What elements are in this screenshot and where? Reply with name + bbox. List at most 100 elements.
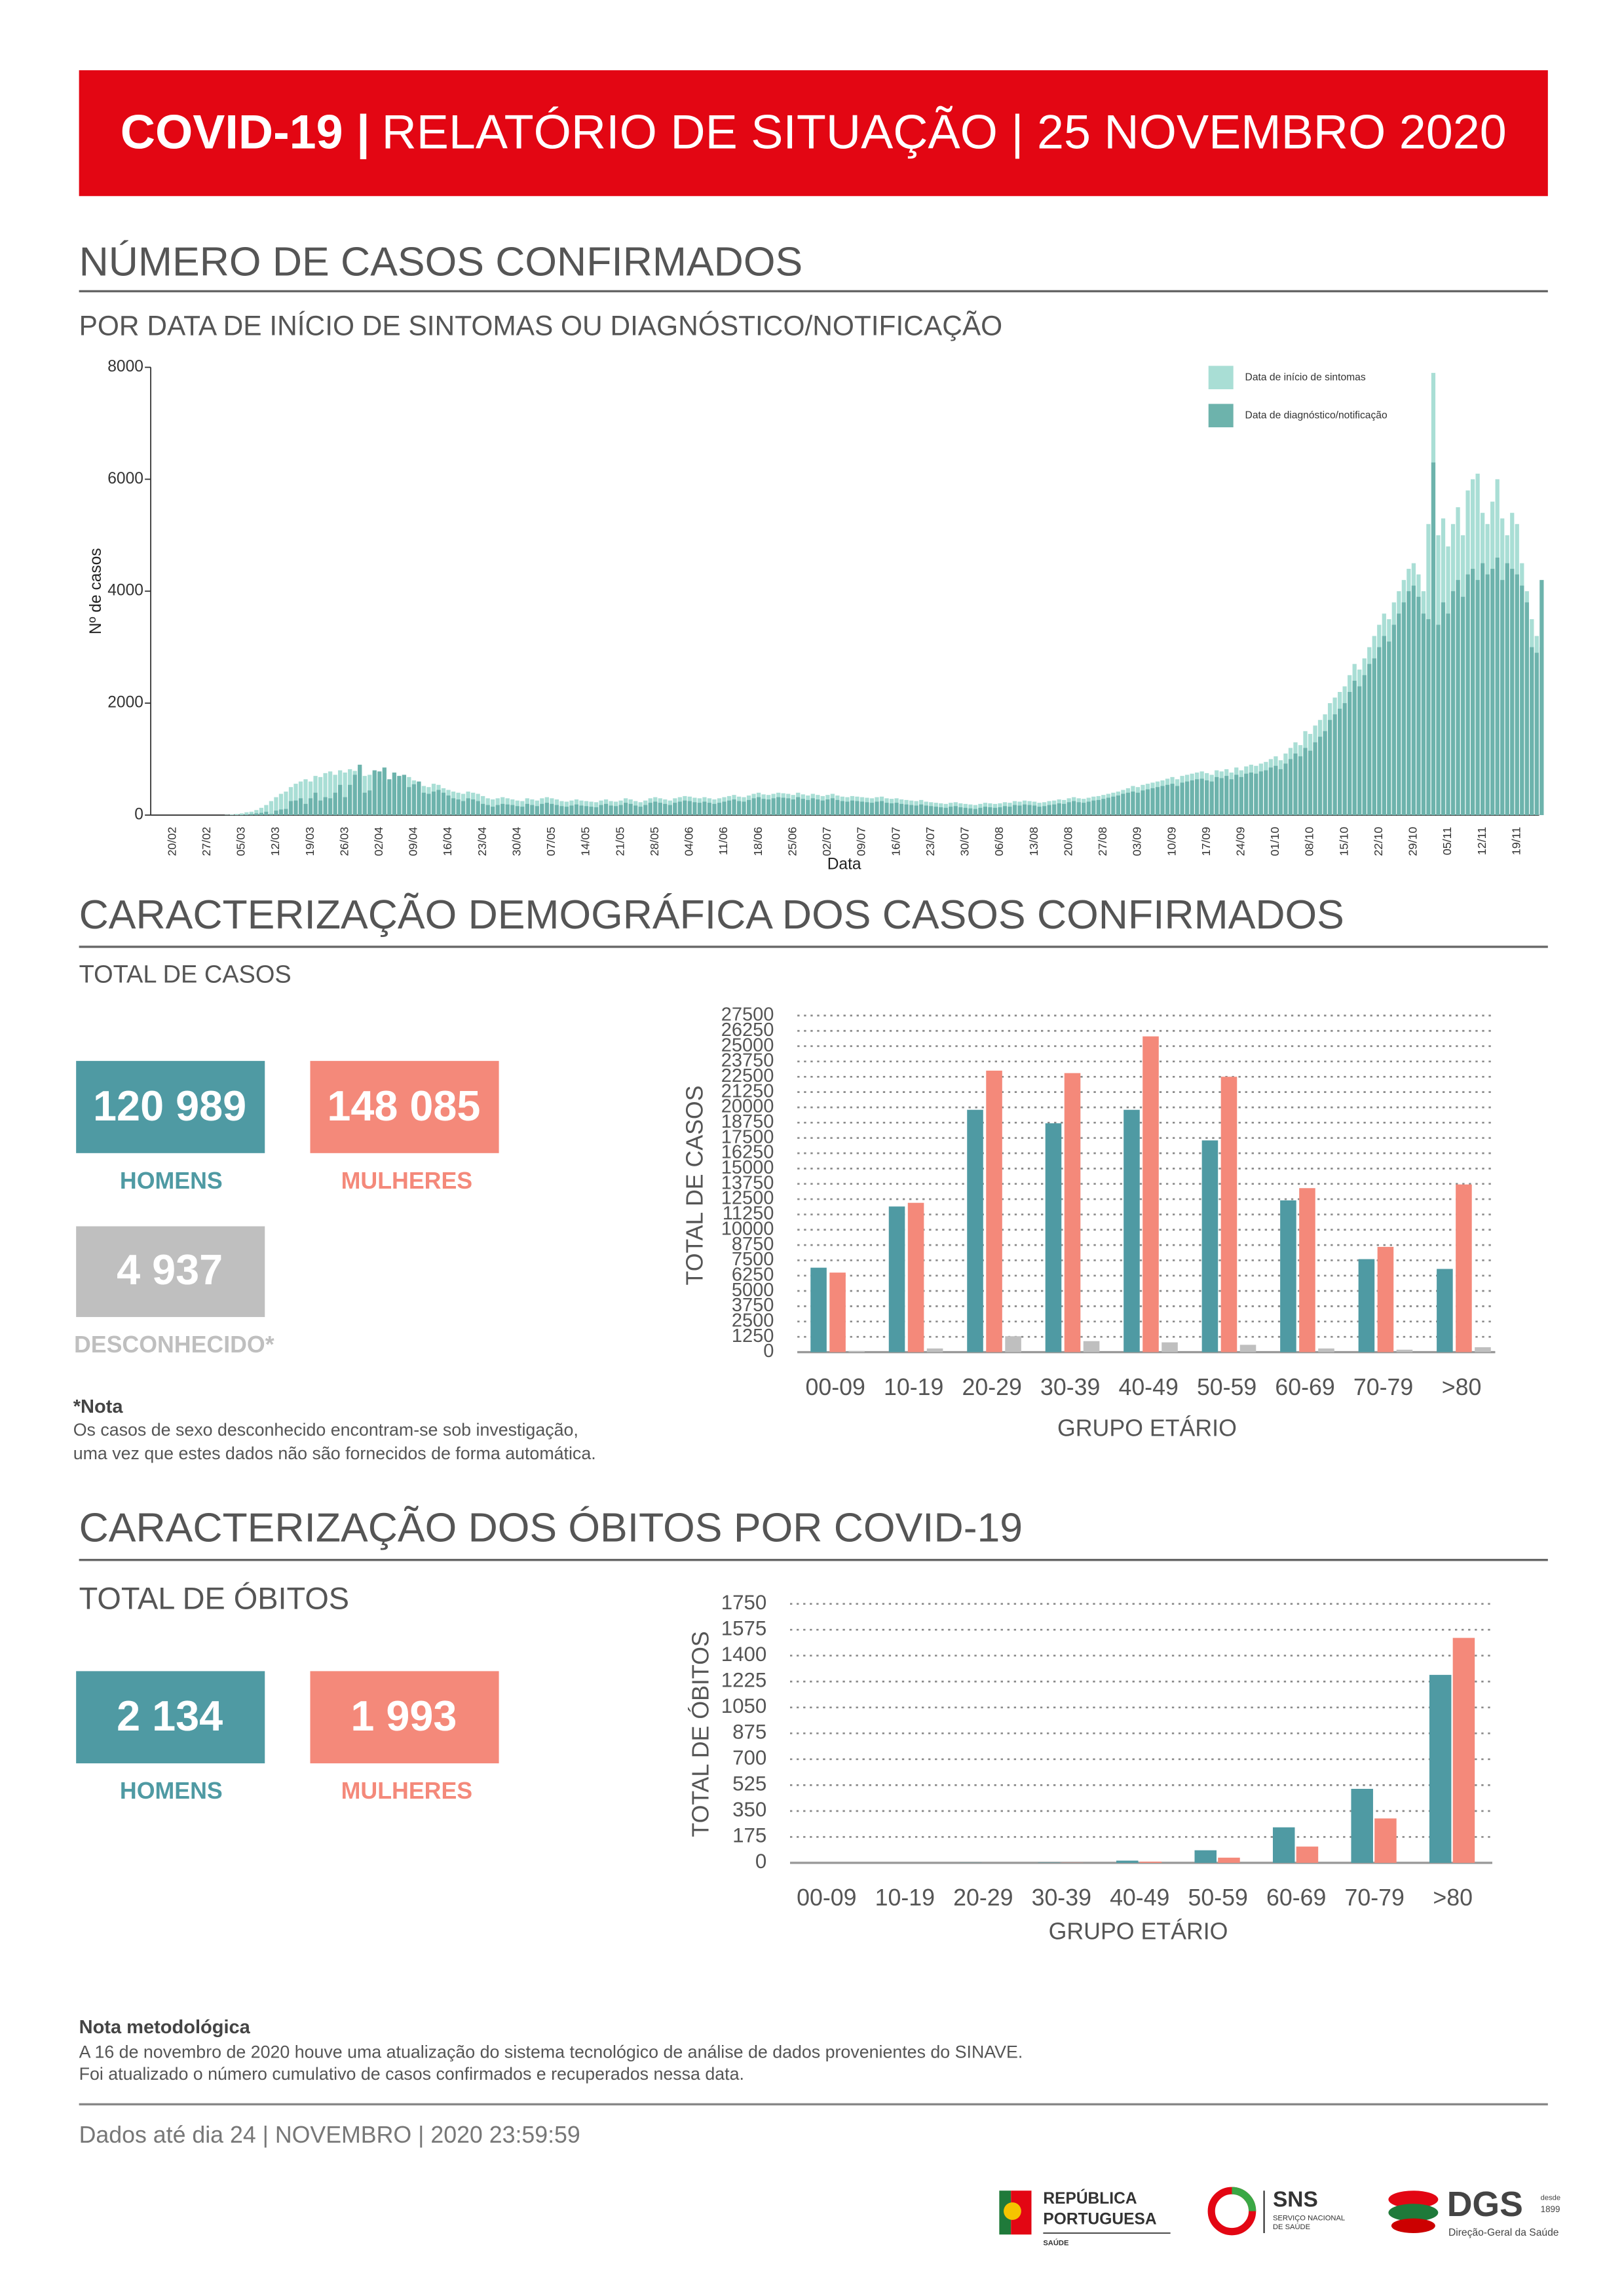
bar [830,798,835,815]
x-tick-label: 40-49 [1110,1885,1169,1911]
x-tick-label: >80 [1433,1885,1473,1911]
bar [1052,804,1057,815]
x-tick-label: 07/05 [544,827,557,856]
bar [303,779,308,815]
logo-dgs: DGS desde 1899 Direção-Geral da Saúde [1388,2185,1560,2238]
y-tick-label: 15000 [721,1157,774,1178]
bar [1278,769,1283,815]
logo-text: DE SAÚDE [1273,2223,1310,2231]
bar [943,807,948,815]
bar [1249,773,1253,815]
bar [1299,1188,1315,1352]
bar [1352,680,1357,815]
bar [609,805,613,815]
bar [1298,756,1303,815]
bar [998,807,1002,815]
y-tick-label: 20000 [721,1096,774,1117]
y-tick-label: 17500 [721,1126,774,1147]
x-tick-label: 70-79 [1353,1374,1413,1400]
x-tick-label: 27/08 [1096,827,1109,856]
bar [594,807,599,815]
y-tick-label: 18750 [721,1111,774,1132]
logo-text: SAÚDE [1043,2239,1068,2248]
bar [1421,613,1426,815]
bar [303,803,308,815]
x-tick-label: 17/09 [1199,827,1213,856]
y-tick-label: 6000 [107,470,143,488]
bar [1155,787,1160,815]
y-tick-label: 26250 [721,1020,774,1041]
bar [1064,1073,1081,1352]
logo-shape [1388,2191,1439,2209]
bar [1450,591,1456,815]
method-line: Foi atualizado o número cumulativo de ca… [79,2064,744,2084]
bar [1194,1850,1217,1863]
bar [1272,1827,1295,1863]
y-tick-label: 8750 [732,1234,774,1255]
bar [707,803,712,815]
y-tick-label: 7500 [732,1249,774,1270]
logo-shape [1004,2202,1021,2220]
x-tick-label: 22/10 [1372,827,1385,856]
x-tick-label: 28/05 [648,827,661,856]
bar [1470,569,1475,815]
y-tick-label: 6250 [732,1264,774,1285]
logo-sns: SNS SERVIÇO NACIONAL DE SAÚDE [1207,2187,1345,2236]
y-tick-label: 175 [732,1824,766,1847]
section-subtitle: TOTAL DE CASOS [79,961,292,989]
y-tick-label: 5000 [732,1280,774,1301]
bar [1490,569,1495,815]
bar [298,781,303,815]
bar [1062,803,1067,815]
x-tick-label: 23/04 [476,827,489,856]
bar [673,803,677,815]
bar [1374,1818,1397,1863]
bar [1318,1348,1334,1352]
bar [1219,778,1224,815]
bar [1308,750,1313,815]
x-tick-label: 04/06 [683,827,696,856]
bar [515,806,519,815]
bar [1160,786,1165,815]
bar [1135,792,1141,815]
unknown-label: DESCONHECIDO* [74,1331,274,1358]
bar [348,784,352,815]
note-line: Os casos de sexo desconhecido encontram-… [73,1420,578,1440]
bar [1441,602,1446,815]
bar [1313,742,1317,815]
bar [318,776,323,815]
bar [229,814,234,815]
bar [500,803,505,815]
bar [825,799,830,815]
bar [1091,800,1096,815]
bar [554,805,559,815]
y-tick-label: 875 [732,1721,766,1744]
bar [436,790,441,815]
x-tick-label: 30-39 [1040,1374,1100,1400]
bar [284,809,288,815]
y-tick-label: 1050 [721,1694,767,1717]
y-tick-label: 1750 [721,1591,767,1614]
logo-shape [1391,2218,1435,2233]
bar [1274,765,1278,815]
method-line: A 16 de novembro de 2020 houve uma atual… [79,2042,1023,2061]
bar [1377,1246,1394,1352]
bar [1303,748,1308,815]
bar [1045,1123,1062,1352]
y-tick-label: 1575 [721,1617,767,1639]
bar [899,803,904,815]
x-tick-label: 40-49 [1118,1374,1178,1400]
bar [907,1202,924,1352]
x-tick-label: 30/07 [958,827,972,856]
bar [683,800,687,815]
bar [318,800,323,815]
bar [692,802,697,815]
bar [848,1350,865,1352]
bar [855,801,859,815]
bar [1254,773,1258,815]
bar [1530,647,1534,815]
x-tick-label: 20/02 [165,827,178,856]
bar [505,804,510,815]
bar [328,771,333,815]
